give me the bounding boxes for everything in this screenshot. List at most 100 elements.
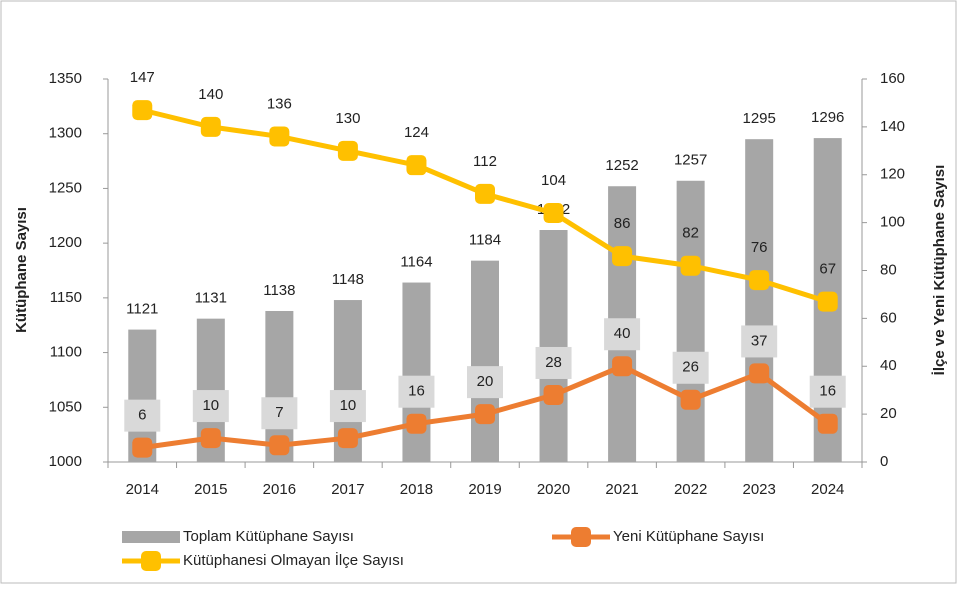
bar-label: 1164 — [400, 254, 432, 271]
x-tick-label: 2017 — [331, 481, 364, 498]
marker — [680, 389, 701, 410]
bar — [676, 180, 705, 463]
y2-tick-label: 20 — [880, 405, 897, 422]
x-tick-label: 2024 — [811, 481, 844, 498]
x-tick-label: 2018 — [400, 481, 433, 498]
marker — [680, 255, 701, 276]
point-label: 16 — [819, 383, 836, 400]
marker — [543, 384, 564, 405]
x-tick-label: 2020 — [537, 481, 570, 498]
label-box — [604, 318, 641, 351]
point-label: 124 — [404, 124, 429, 141]
y-tick-label: 1000 — [49, 453, 82, 470]
y2-tick-label: 120 — [880, 166, 905, 183]
marker — [475, 183, 495, 204]
y-tick-label: 1150 — [50, 289, 82, 306]
marker — [406, 155, 427, 176]
label-box — [261, 397, 298, 430]
x-tick-label: 2022 — [674, 481, 707, 498]
point-label: 86 — [614, 215, 631, 232]
y2-tick-label: 140 — [880, 118, 905, 135]
marker — [475, 404, 495, 425]
bar — [471, 260, 499, 462]
label-box — [741, 325, 778, 358]
x-tick-label: 2019 — [468, 481, 501, 498]
marker — [817, 291, 838, 312]
x-tick-label: 2014 — [126, 481, 159, 498]
bar-label: 1138 — [263, 282, 295, 299]
x-tick-label: 2016 — [263, 481, 296, 498]
y-axis-title: Kütüphane Sayısı — [13, 207, 30, 333]
x-tick-label: 2015 — [194, 481, 227, 498]
point-label: 147 — [130, 69, 155, 86]
marker — [817, 413, 838, 434]
point-label: 6 — [138, 407, 146, 424]
y2-tick-label: 40 — [880, 357, 897, 374]
y-tick-label: 1050 — [49, 398, 82, 415]
marker — [749, 363, 770, 384]
bar-label: 1296 — [811, 109, 844, 126]
marker — [612, 246, 633, 267]
x-tick-label: 2023 — [742, 481, 775, 498]
y-tick-label: 1200 — [49, 234, 82, 251]
marker — [132, 100, 153, 121]
label-box — [124, 399, 161, 432]
point-label: 136 — [267, 95, 292, 112]
marker — [612, 356, 633, 377]
point-label: 7 — [275, 404, 283, 421]
point-label: 82 — [682, 225, 699, 242]
y-tick-label: 1100 — [50, 344, 82, 361]
point-label: 26 — [682, 359, 699, 376]
bar-label: 1295 — [742, 110, 775, 127]
label-box — [192, 390, 229, 423]
label-box — [535, 346, 572, 379]
label-box — [809, 375, 846, 408]
y2-tick-label: 60 — [880, 309, 897, 326]
label-box — [329, 390, 366, 423]
marker — [269, 435, 290, 456]
marker — [269, 126, 290, 147]
y2-tick-label: 100 — [880, 214, 905, 231]
y2-axis-title: İlçe ve Yeni Kütüphane Sayısı — [931, 165, 948, 376]
marker — [200, 428, 221, 449]
point-label: 40 — [614, 325, 631, 342]
marker — [337, 140, 358, 161]
label-box — [398, 375, 435, 408]
bar-label: 1257 — [674, 152, 707, 169]
bar-label: 1121 — [126, 301, 158, 318]
point-label: 28 — [545, 354, 562, 371]
point-label: 76 — [751, 239, 768, 256]
marker — [749, 270, 770, 291]
point-label: 10 — [340, 397, 357, 414]
y-tick-label: 1300 — [49, 125, 82, 142]
bar — [745, 139, 774, 462]
y2-tick-label: 0 — [880, 453, 888, 470]
bar-label: 1131 — [195, 290, 227, 307]
bar-label: 1252 — [605, 157, 638, 174]
marker — [406, 413, 427, 434]
point-label: 130 — [335, 110, 360, 127]
point-label: 10 — [202, 397, 219, 414]
label-box — [467, 366, 503, 399]
bar — [539, 230, 568, 462]
legend-label: Toplam Kütüphane Sayısı — [183, 528, 354, 545]
x-tick-label: 2021 — [605, 481, 638, 498]
y-tick-label: 1350 — [49, 70, 82, 87]
marker — [543, 203, 564, 224]
legend-label: Kütüphanesi Olmayan İlçe Sayısı — [183, 551, 404, 569]
point-label: 112 — [473, 153, 497, 170]
marker — [132, 437, 153, 458]
legend-swatch — [122, 531, 180, 543]
label-box — [672, 351, 709, 384]
bar-label: 1148 — [332, 271, 364, 288]
point-label: 104 — [541, 172, 566, 189]
legend-marker — [141, 551, 161, 571]
y2-tick-label: 80 — [880, 261, 897, 278]
marker — [200, 116, 221, 137]
point-label: 140 — [198, 86, 223, 103]
legend-marker — [571, 527, 591, 547]
bar — [402, 282, 431, 462]
y-tick-label: 1250 — [49, 179, 82, 196]
point-label: 20 — [477, 373, 494, 390]
legend-label: Yeni Kütüphane Sayısı — [613, 528, 764, 545]
